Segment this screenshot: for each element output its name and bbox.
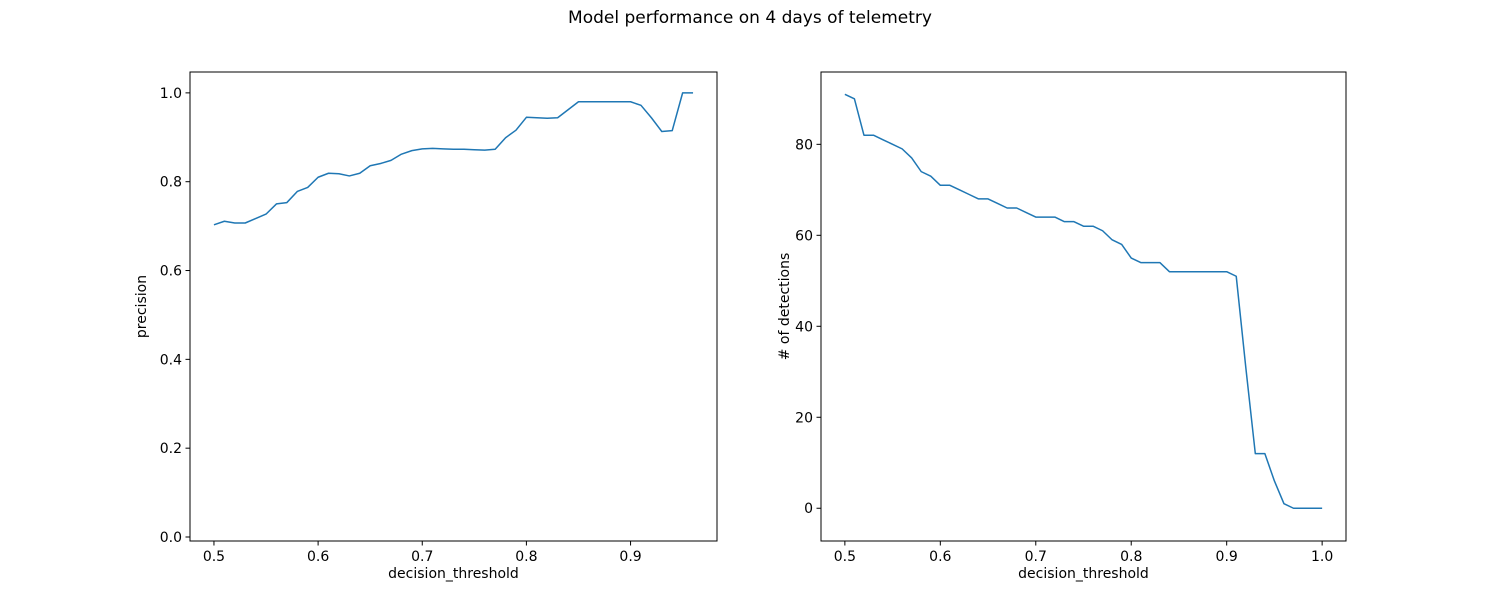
x-tick-label: 0.9 bbox=[1216, 549, 1238, 565]
y-tick-label: 20 bbox=[795, 410, 813, 426]
y-tick-label: 40 bbox=[795, 319, 813, 335]
y-tick-label: 0.8 bbox=[160, 175, 182, 191]
x-tick-label: 0.5 bbox=[834, 549, 856, 565]
x-tick-label: 0.5 bbox=[203, 549, 225, 565]
x-tick-label: 0.7 bbox=[411, 549, 433, 565]
y-tick-label: 80 bbox=[795, 137, 813, 153]
y-axis-label: # of detections bbox=[777, 253, 793, 361]
y-tick-label: 0 bbox=[804, 501, 813, 517]
y-tick-label: 0.4 bbox=[160, 352, 182, 368]
data-line bbox=[213, 92, 694, 226]
x-tick-label: 0.6 bbox=[929, 549, 951, 565]
plot-border bbox=[820, 71, 1347, 542]
left-chart: 0.5 0.6 0.7 0.8 0.9 0.0 0.2 0.4 0.6 0.8 1.0 decisio… bbox=[134, 71, 718, 582]
x-tick-label: 0.8 bbox=[1120, 549, 1142, 565]
x-tick-label: 0.8 bbox=[515, 549, 537, 565]
x-axis-label: decision_threshold bbox=[388, 566, 519, 582]
y-tick-label: 0.6 bbox=[160, 264, 182, 280]
right-chart: 0.5 0.6 0.7 0.8 0.9 1.0 0 20 40 60 80 decision_thre… bbox=[777, 71, 1347, 582]
x-tick-label: 0.6 bbox=[307, 549, 329, 565]
x-tick-label: 1.0 bbox=[1311, 549, 1333, 565]
x-tick-label: 0.7 bbox=[1025, 549, 1047, 565]
y-tick-label: 0.2 bbox=[160, 441, 182, 457]
plot-border bbox=[189, 71, 718, 542]
y-tick-label: 0.0 bbox=[160, 530, 182, 546]
data-line bbox=[844, 93, 1323, 509]
y-tick-label: 60 bbox=[795, 228, 813, 244]
figure-title: Model performance on 4 days of telemetry bbox=[568, 8, 932, 28]
x-tick-label: 0.9 bbox=[619, 549, 641, 565]
x-axis-label: decision_threshold bbox=[1018, 566, 1149, 582]
y-tick-label: 1.0 bbox=[160, 86, 182, 102]
y-axis-label: precision bbox=[134, 275, 150, 338]
